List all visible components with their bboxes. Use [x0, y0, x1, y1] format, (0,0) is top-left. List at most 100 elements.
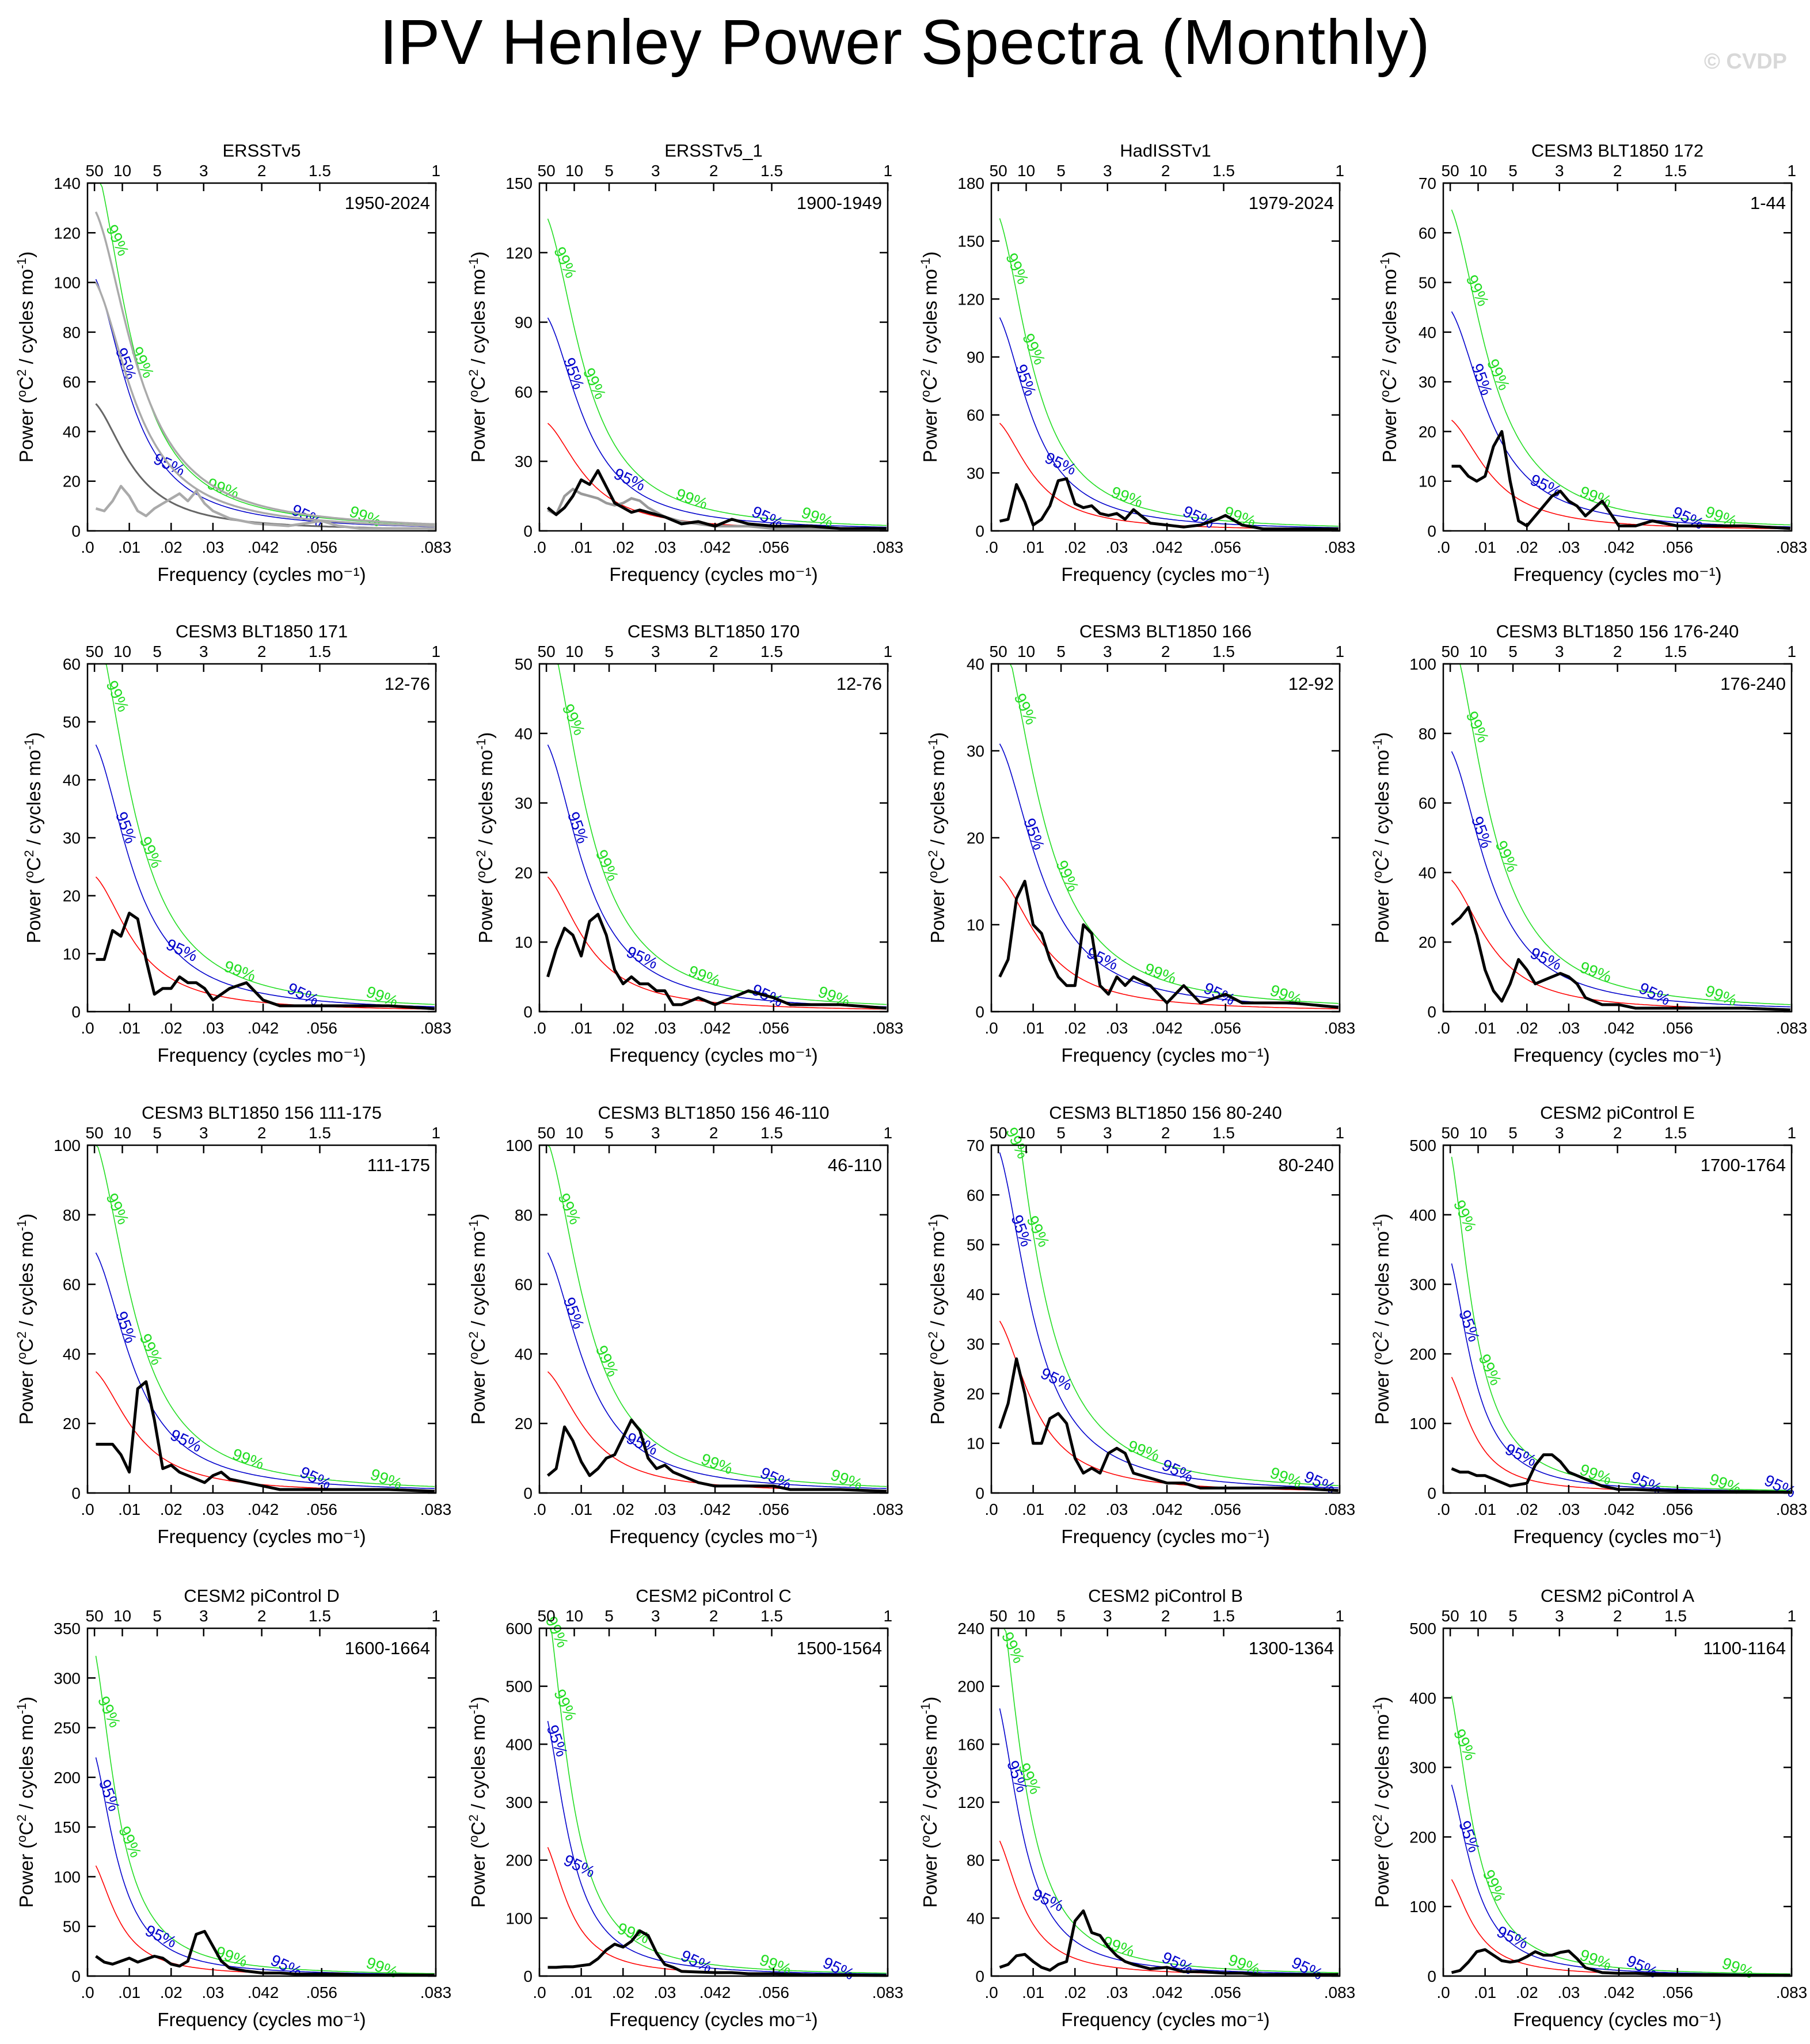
panel-title: CESM3 BLT1850 156 80-240	[1049, 1103, 1282, 1123]
period-label: 1979-2024	[1249, 193, 1334, 213]
period-tick-label: 10	[565, 1607, 583, 1625]
period-label: 1500-1564	[797, 1638, 882, 1658]
y-label-part: Power (	[1371, 1359, 1393, 1425]
spectrum-panel-10: CESM3 BLT1850 156 46-11046-11095%95%95%9…	[466, 1103, 903, 1547]
conf95-label: 95%	[1623, 1952, 1660, 1982]
spectrum-line	[95, 1929, 435, 1977]
y-tick-label: 600	[505, 1620, 533, 1638]
x-tick-label: .083	[1324, 1984, 1356, 2001]
period-tick-label: 2	[257, 1124, 267, 1142]
x-tick-label: .083	[872, 538, 904, 556]
period-tick-label: 50	[990, 643, 1007, 660]
period-label: 1900-1949	[797, 193, 882, 213]
y-tick-label: 100	[1409, 1898, 1436, 1916]
x-tick-label: .01	[1474, 1019, 1496, 1037]
period-tick-label: 1.5	[309, 643, 331, 660]
x-tick-label: .02	[160, 538, 182, 556]
conf99-label: 99%	[364, 1954, 400, 1981]
y-label-part: )	[927, 732, 948, 739]
y-tick-label: 40	[63, 1345, 81, 1363]
period-tick-label: 50	[1442, 643, 1459, 660]
x-tick-label: .02	[160, 1500, 182, 1518]
y-tick-label: 150	[957, 233, 984, 250]
panel-title: CESM3 BLT1850 156 176-240	[1496, 621, 1739, 641]
y-label-superscript: o	[466, 1835, 481, 1842]
y-tick-label: 500	[505, 1678, 533, 1696]
y-label-part: / cycles mo	[927, 1231, 948, 1331]
x-tick-label: .01	[118, 1500, 140, 1518]
period-tick-label: 10	[1017, 643, 1035, 660]
period-tick-label: 2	[1161, 1124, 1170, 1142]
y-tick-label: 0	[71, 522, 81, 540]
y-tick-label: 40	[967, 1909, 984, 1927]
x-tick-label: .03	[653, 1019, 676, 1037]
y-label-part: C	[1371, 1339, 1393, 1352]
y-label-part: / cycles mo	[1371, 1714, 1393, 1814]
period-tick-label: 10	[1017, 162, 1035, 180]
x-tick-label: .0	[533, 1984, 546, 2001]
spectrum-panel-8: CESM3 BLT1850 156 176-240176-24095%95%95…	[1370, 621, 1807, 1066]
period-tick-label: 5	[604, 643, 614, 660]
x-tick-label: .042	[1151, 1500, 1183, 1518]
period-tick-label: 3	[1555, 643, 1564, 660]
y-label-superscript: o	[466, 1352, 481, 1359]
y-label-superscript: o	[22, 871, 36, 877]
y-axis-label: Power (oC2 / cycles mo-1)	[1370, 1697, 1393, 1908]
y-tick-label: 0	[975, 1003, 984, 1021]
y-tick-label: 20	[967, 829, 984, 847]
y-tick-label: 10	[967, 916, 984, 934]
y-label-part: C	[919, 377, 941, 390]
x-tick-label: .042	[1603, 1500, 1635, 1518]
period-tick-label: 5	[604, 1124, 614, 1142]
conf95-label: 95%	[1084, 944, 1121, 974]
x-tick-label: .02	[1064, 1984, 1086, 2001]
period-tick-label: 5	[1508, 162, 1518, 180]
y-label-superscript: 2	[918, 1814, 933, 1821]
y-tick-label: 10	[967, 1435, 984, 1453]
obs-spectrum-line	[547, 487, 887, 530]
conf99-label: 99%	[1480, 1867, 1509, 1904]
y-label-superscript: o	[14, 1835, 29, 1842]
y-tick-label: 60	[1419, 795, 1436, 812]
y-label-superscript: -1	[1370, 1703, 1385, 1715]
conf99-curve	[1451, 663, 1790, 1005]
red-noise-curve	[547, 1847, 887, 1976]
conf99-curve	[999, 1145, 1339, 1486]
x-tick-label: .083	[872, 1500, 904, 1518]
y-label-superscript: o	[926, 1352, 940, 1359]
y-tick-label: 50	[967, 1236, 984, 1254]
conf99-label: 99%	[1475, 1351, 1505, 1388]
x-axis-label: Frequency (cycles mo⁻¹)	[157, 564, 366, 585]
y-tick-label: 60	[1419, 224, 1436, 242]
period-tick-label: 10	[1469, 1607, 1487, 1625]
x-tick-label: .03	[201, 1984, 224, 2001]
x-tick-label: .03	[1557, 538, 1580, 556]
conf95-curve	[1451, 1784, 1790, 1975]
conf95-label: 95%	[561, 1851, 598, 1881]
x-tick-label: .056	[306, 1984, 337, 2001]
y-label-part: Power (	[1371, 878, 1393, 944]
conf95-label: 95%	[611, 465, 648, 495]
spectrum-panel-7: CESM3 BLT1850 16612-9295%95%95%99%99%99%…	[926, 621, 1355, 1066]
conf99-label: 99%	[1109, 483, 1145, 511]
period-tick-label: 1.5	[309, 1124, 331, 1142]
period-tick-label: 10	[113, 1124, 131, 1142]
conf99-label: 99%	[222, 957, 258, 985]
period-tick-label: 1.5	[1212, 643, 1235, 660]
period-tick-label: 5	[1508, 1124, 1518, 1142]
x-tick-label: .02	[1064, 1500, 1086, 1518]
period-tick-label: 5	[604, 1607, 614, 1625]
period-tick-label: 1	[883, 643, 892, 660]
spectrum-line	[1451, 1948, 1790, 1977]
y-tick-label: 80	[63, 1206, 81, 1224]
x-tick-label: .056	[758, 538, 789, 556]
x-tick-label: .01	[1022, 1019, 1044, 1037]
y-label-part: Power (	[919, 1842, 941, 1908]
period-tick-label: 5	[1508, 1607, 1518, 1625]
y-label-part: )	[1371, 732, 1393, 739]
y-label-part: Power (	[467, 1359, 489, 1425]
y-label-superscript: 2	[466, 369, 481, 376]
conf99-label: 99%	[1125, 1437, 1162, 1464]
spectrum-panel-13: CESM2 piControl D1600-166495%95%95%99%99…	[14, 1586, 451, 2030]
